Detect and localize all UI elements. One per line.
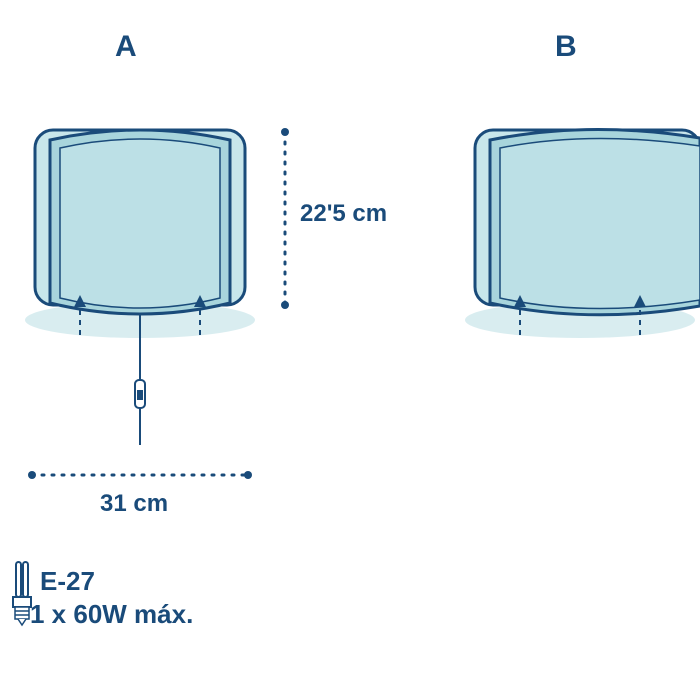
width-dimension: 31 cm bbox=[100, 490, 168, 518]
label-b: B bbox=[555, 30, 577, 64]
spec-socket: E-27 bbox=[40, 565, 193, 598]
height-dimension: 22'5 cm bbox=[300, 200, 387, 228]
spec-power: 1 x 60W máx. bbox=[30, 598, 193, 631]
spec-block: E-27 1 x 60W máx. bbox=[30, 565, 193, 630]
label-a: A bbox=[115, 30, 137, 64]
